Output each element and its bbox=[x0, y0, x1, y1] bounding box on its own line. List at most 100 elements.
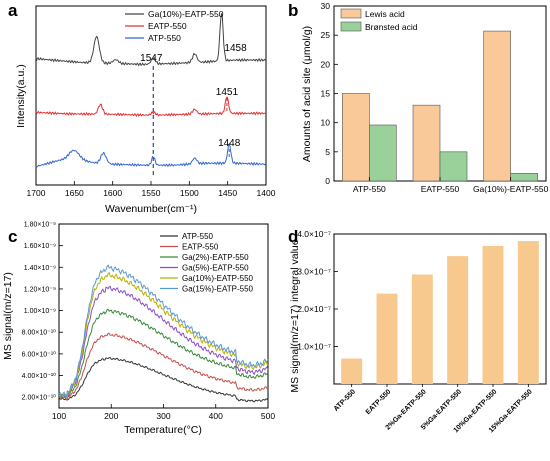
panel-b-y-ticks: 0 5 10 15 20 25 30 bbox=[321, 1, 338, 186]
panel-a-series-line bbox=[35, 13, 267, 67]
panel-c-x-tick-label: 200 bbox=[104, 411, 118, 421]
panel-letter-d: d bbox=[288, 227, 298, 246]
panel-a-peak-annotation: 1448 bbox=[218, 138, 241, 149]
panel-a-y-axis-title: Intensity(a.u.) bbox=[15, 64, 27, 128]
panel-d-y-ticks: 1.0×10⁻⁷ 2.0×10⁻⁷ 3.0×10⁻⁷ 4.0×10⁻⁷ bbox=[297, 229, 338, 352]
panel-c-x-tick-label: 300 bbox=[156, 411, 170, 421]
panel-d-y-axis-title: MS signal(m/z=17) integral value bbox=[289, 239, 301, 392]
panel-c-series-line bbox=[58, 332, 269, 402]
panel-b-y-tick-label: 15 bbox=[321, 89, 331, 99]
panel-c-lines bbox=[58, 264, 269, 403]
panel-a-legend: Ga(10%)-EATP-550 EATP-550 ATP-550 bbox=[125, 9, 224, 43]
panel-b-bar bbox=[483, 30, 511, 182]
panel-c-y-tick-label: 1.20×10⁻⁹ bbox=[24, 286, 56, 293]
panel-letter-a: a bbox=[8, 1, 18, 20]
panel-a-x-tick-label: 1400 bbox=[257, 188, 276, 198]
panel-d-y-tick-label: 1.0×10⁻⁷ bbox=[297, 342, 331, 352]
panel-c-x-tick-label: 500 bbox=[261, 411, 275, 421]
panel-a-x-tick-label: 1450 bbox=[218, 188, 237, 198]
panel-a-annotations: 1547 1458 1451 1448 bbox=[140, 43, 247, 158]
panel-a-peak-annotation: 1451 bbox=[216, 87, 239, 98]
panel-c-y-axis-title: MS signal(m/z=17) bbox=[2, 272, 14, 360]
panel-c-y-tick-label: 1.60×10⁻⁹ bbox=[24, 243, 56, 250]
panel-a-x-tick-label: 1600 bbox=[103, 188, 122, 198]
panel-c-y-tick-label: 1.00×10⁻⁹ bbox=[24, 308, 56, 315]
panel-a-series-line bbox=[35, 142, 267, 168]
panel-c-legend-label: ATP-550 bbox=[182, 232, 214, 241]
panel-b-y-axis-title: Amounts of acid site (μmol/g) bbox=[301, 26, 313, 162]
panel-c-legend-label: Ga(5%)-EATP-550 bbox=[182, 264, 249, 273]
panel-d-bar bbox=[482, 246, 504, 384]
panel-a-legend-label: EATP-550 bbox=[148, 21, 187, 31]
panel-c: 1.80×10⁻⁹ 1.60×10⁻⁹ 1.40×10⁻⁹ 1.20×10⁻⁹ 1.00… bbox=[2, 222, 275, 437]
panel-b-legend-label: Brønsted acid bbox=[365, 22, 418, 32]
panel-c-series-line bbox=[58, 357, 269, 403]
panel-c-legend-label: EATP-550 bbox=[182, 243, 219, 252]
panel-c-x-axis-title: Temperature(°C) bbox=[124, 424, 202, 436]
panel-b-bar bbox=[369, 124, 397, 182]
panel-d-y-tick-label: 4.0×10⁻⁷ bbox=[297, 229, 331, 239]
panel-b-bars bbox=[342, 30, 538, 182]
panel-b-x-tick-label: EATP-550 bbox=[421, 184, 460, 194]
panel-c-legend-label: Ga(2%)-EATP-550 bbox=[182, 253, 249, 262]
panel-b-y-tick-label: 30 bbox=[321, 1, 331, 11]
panel-a: 1700 1650 1600 1550 1500 1450 1400 1547 1458 145… bbox=[15, 5, 276, 215]
panel-d-bars bbox=[341, 241, 539, 384]
panel-c-x-ticks: 100 200 300 400 500 bbox=[52, 404, 275, 421]
panel-d-x-tick-label: EATP-550 bbox=[365, 388, 393, 416]
panel-letter-c: c bbox=[8, 227, 17, 246]
panel-d-bar bbox=[376, 293, 398, 384]
panel-c-y-tick-label: 4.00×10⁻¹⁰ bbox=[22, 372, 57, 380]
panel-c-legend-label: Ga(10%)-EATP-550 bbox=[182, 274, 254, 283]
panel-b: 0 5 10 15 20 25 30 ATP-550 EATP-550 Ga(10%)-EATP… bbox=[301, 1, 549, 194]
panel-a-x-ticks: 1700 1650 1600 1550 1500 1450 1400 bbox=[27, 181, 276, 198]
panel-c-series-line bbox=[58, 308, 269, 399]
panel-c-y-tick-label: 1.40×10⁻⁹ bbox=[24, 265, 56, 272]
panel-d-bar bbox=[411, 274, 433, 384]
panel-b-x-labels: ATP-550 EATP-550 Ga(10%)-EATP-550 bbox=[353, 177, 549, 194]
panel-c-series-line bbox=[58, 285, 269, 398]
panel-c-y-tick-label: 1.80×10⁻⁹ bbox=[24, 222, 56, 229]
panel-a-x-axis-title: Wavenumber(cm⁻¹) bbox=[105, 203, 197, 215]
panel-c-series-line bbox=[58, 264, 269, 398]
panel-b-bar bbox=[412, 104, 441, 182]
panel-b-bar bbox=[439, 151, 468, 182]
panel-a-legend-label: ATP-550 bbox=[148, 33, 181, 43]
panel-d-y-tick-label: 2.0×10⁻⁷ bbox=[297, 304, 331, 314]
panel-c-y-tick-label: 8.00×10⁻¹⁰ bbox=[22, 329, 57, 337]
panel-a-x-tick-label: 1650 bbox=[65, 188, 84, 198]
panel-b-bar bbox=[510, 173, 538, 182]
panel-b-y-tick-label: 5 bbox=[325, 147, 330, 157]
panel-b-x-tick-label: ATP-550 bbox=[353, 184, 386, 194]
panel-d-bar bbox=[447, 256, 469, 384]
panel-a-series-line bbox=[35, 96, 267, 118]
panel-letter-b: b bbox=[288, 1, 298, 20]
panel-b-legend-swatch bbox=[340, 21, 362, 32]
panel-b-legend-label: Lewis acid bbox=[365, 9, 405, 19]
panel-d-y-tick-label: 3.0×10⁻⁷ bbox=[297, 267, 331, 277]
panel-b-x-tick-label: Ga(10%)-EATP-550 bbox=[473, 184, 549, 194]
panel-d-x-labels: ATP-550 EATP-5502%Ga-EATP-5505%Ga-EATP-55… bbox=[333, 384, 534, 434]
panel-b-y-tick-label: 20 bbox=[321, 59, 331, 69]
panel-c-y-tick-label: 6.00×10⁻¹⁰ bbox=[22, 350, 57, 358]
panel-a-peak-annotation: 1547 bbox=[140, 53, 163, 64]
panel-c-x-tick-label: 100 bbox=[52, 411, 66, 421]
panel-a-x-tick-label: 1700 bbox=[27, 188, 46, 198]
panel-d-x-tick-label: ATP-550 bbox=[333, 388, 357, 412]
panel-a-x-tick-label: 1500 bbox=[180, 188, 199, 198]
panel-b-legend: Lewis acid Brønsted acid bbox=[340, 8, 418, 32]
panel-c-x-tick-label: 400 bbox=[209, 411, 223, 421]
panel-d-bar bbox=[341, 358, 363, 384]
panel-a-x-tick-label: 1550 bbox=[142, 188, 161, 198]
panel-d-bar bbox=[517, 241, 539, 384]
panel-b-legend-swatch bbox=[340, 8, 362, 19]
panel-b-y-tick-label: 25 bbox=[321, 30, 331, 40]
panel-b-y-tick-label: 10 bbox=[321, 118, 331, 128]
panel-d-frame bbox=[333, 233, 547, 385]
panel-d: 1.0×10⁻⁷ 2.0×10⁻⁷ 3.0×10⁻⁷ 4.0×10⁻⁷ ATP-550… bbox=[289, 229, 547, 434]
panel-b-bar bbox=[342, 93, 370, 182]
panel-c-y-ticks: 1.80×10⁻⁹ 1.60×10⁻⁹ 1.40×10⁻⁹ 1.20×10⁻⁹ 1.00… bbox=[22, 222, 63, 402]
panel-c-y-tick-label: 2.00×10⁻¹⁰ bbox=[22, 394, 57, 402]
